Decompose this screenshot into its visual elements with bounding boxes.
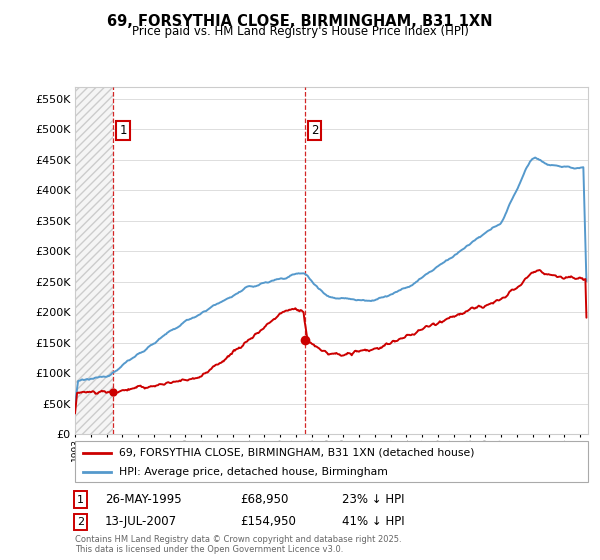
Text: Price paid vs. HM Land Registry's House Price Index (HPI): Price paid vs. HM Land Registry's House … [131,25,469,38]
FancyBboxPatch shape [75,441,588,482]
Text: 13-JUL-2007: 13-JUL-2007 [105,515,177,529]
Text: 41% ↓ HPI: 41% ↓ HPI [342,515,404,529]
Text: 1: 1 [119,124,127,137]
Text: Contains HM Land Registry data © Crown copyright and database right 2025.
This d: Contains HM Land Registry data © Crown c… [75,535,401,554]
Text: 1: 1 [77,494,84,505]
Text: 2: 2 [77,517,84,527]
Text: 69, FORSYTHIA CLOSE, BIRMINGHAM, B31 1XN: 69, FORSYTHIA CLOSE, BIRMINGHAM, B31 1XN [107,14,493,29]
Text: £68,950: £68,950 [240,493,289,506]
Text: HPI: Average price, detached house, Birmingham: HPI: Average price, detached house, Birm… [119,466,388,477]
Bar [75,87,113,434]
Text: 23% ↓ HPI: 23% ↓ HPI [342,493,404,506]
Text: 2: 2 [311,124,319,137]
Text: £154,950: £154,950 [240,515,296,529]
Text: 69, FORSYTHIA CLOSE, BIRMINGHAM, B31 1XN (detached house): 69, FORSYTHIA CLOSE, BIRMINGHAM, B31 1XN… [119,447,474,458]
Text: 26-MAY-1995: 26-MAY-1995 [105,493,182,506]
